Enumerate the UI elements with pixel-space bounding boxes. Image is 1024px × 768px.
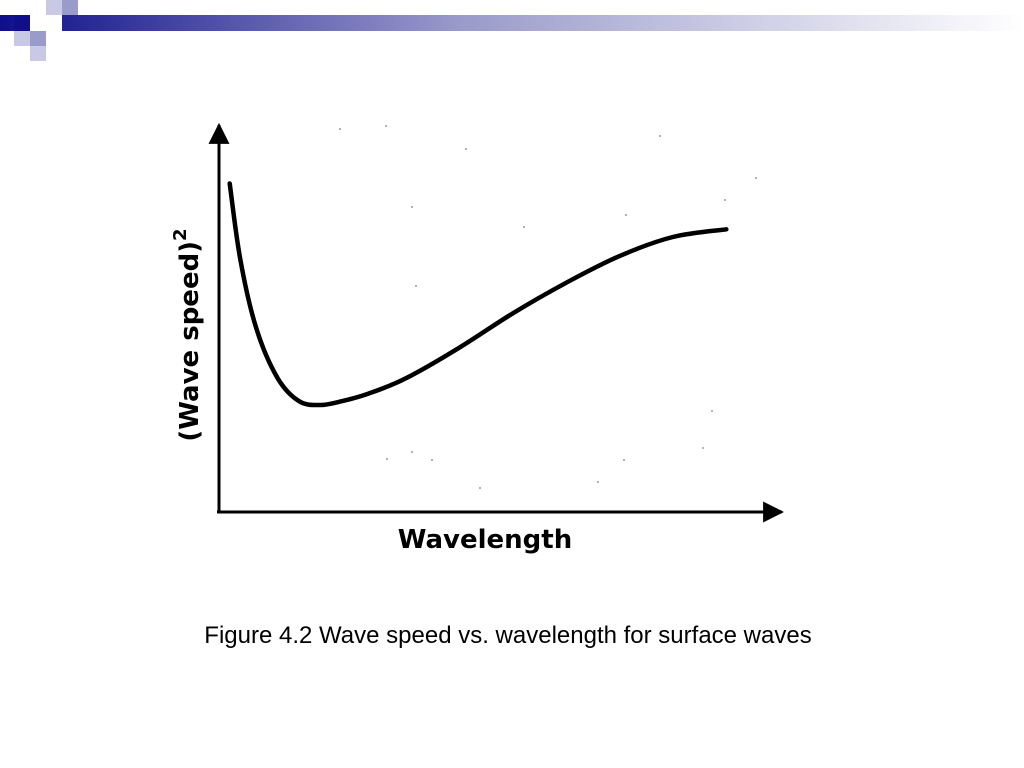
y-axis-label-group: (Wave speed)2 — [170, 228, 205, 441]
figure-caption: Figure 4.2 Wave speed vs. wavelength for… — [204, 622, 812, 649]
header-square — [30, 15, 46, 31]
header-square — [14, 31, 30, 46]
header-gradient-bar — [0, 15, 1024, 31]
header-square — [14, 15, 30, 31]
header-decorative-squares — [0, 0, 80, 62]
header-square — [30, 46, 46, 61]
scan-speckles — [339, 125, 757, 489]
header-square — [62, 0, 78, 15]
y-axis-label-superscript: 2 — [170, 228, 191, 241]
series-line — [227, 181, 729, 408]
header-square — [46, 0, 62, 15]
header-square — [30, 31, 46, 46]
y-axis-label: (Wave speed)2 — [170, 228, 205, 441]
wave-speed-chart: Wavelength (Wave speed)2 — [170, 122, 785, 555]
y-axis-label-text: (Wave speed) — [175, 241, 205, 442]
x-axis-label: Wavelength — [398, 525, 572, 555]
header-square — [46, 15, 62, 31]
